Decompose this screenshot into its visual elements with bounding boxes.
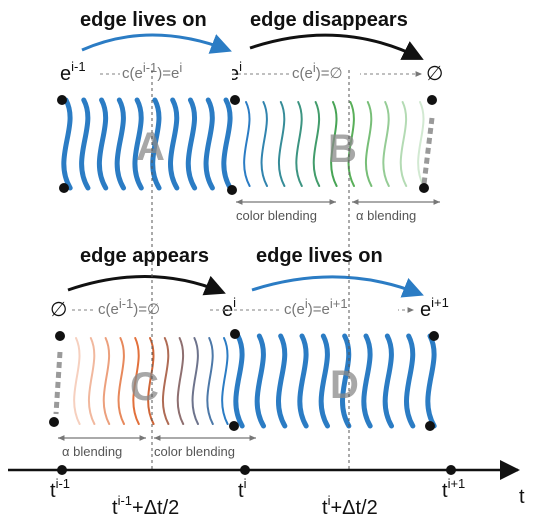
- endpoint-dot: [429, 331, 439, 341]
- time-axis-label: t: [519, 486, 525, 508]
- correspondence-top-left: c(ei-1)=ei: [122, 60, 182, 82]
- edge-curve: [132, 97, 144, 191]
- edge-curve: [117, 337, 125, 425]
- edge-curve: [132, 337, 140, 425]
- edge-curve: [191, 337, 199, 425]
- arrow-edge-disappears: [249, 33, 424, 60]
- endpoint-dot: [55, 331, 65, 341]
- edge-curve: [233, 333, 245, 429]
- edge-curve: [96, 97, 109, 191]
- region-label-c: C: [130, 365, 159, 409]
- tick-label: ti-1: [50, 476, 70, 502]
- edge-curve: [417, 101, 425, 187]
- node-bottom-left: ∅: [50, 299, 67, 321]
- edge-curve: [150, 97, 162, 191]
- edge-curves-region-c: [53, 337, 229, 425]
- time-tick-dot: [240, 465, 250, 475]
- edge-curves-region-b: [243, 101, 435, 187]
- edge-curve: [176, 337, 185, 425]
- edge-curve: [221, 97, 233, 191]
- label-edge-lives-on-top: edge lives on: [80, 9, 207, 31]
- edge-curve: [79, 97, 91, 191]
- arrow-edge-lives-on-top: [81, 33, 232, 54]
- edge-curve: [102, 337, 111, 425]
- edge-curve: [382, 333, 395, 429]
- edge-curve: [404, 333, 416, 429]
- edge-curve: [61, 97, 73, 191]
- correspondence-bottom-right: c(ei)=ei+1: [284, 296, 348, 318]
- arrow-edge-lives-on-bottom: [251, 275, 424, 298]
- edge-curve: [425, 333, 437, 429]
- edge-curve: [365, 101, 373, 187]
- tick-label: ti: [238, 476, 247, 502]
- node-bottom-mid: ei: [222, 295, 236, 321]
- region-label-d: D: [330, 363, 359, 407]
- edge-curve: [114, 97, 127, 191]
- edge-curves-region-a: [61, 97, 233, 191]
- edge-curve: [254, 333, 267, 429]
- endpoint-dot: [59, 183, 69, 193]
- endpoint-dot: [427, 95, 437, 105]
- edge-curve: [297, 333, 309, 429]
- correspondence-bottom-left: c(ei-1)=∅: [98, 296, 160, 318]
- label-color-blending-top: color blending: [236, 208, 317, 223]
- edge-curve: [87, 337, 96, 425]
- edge-curve: [278, 101, 286, 187]
- endpoint-dot: [425, 421, 435, 431]
- edge-curve: [347, 101, 355, 187]
- edge-curve: [382, 101, 390, 187]
- time-tick-dot: [57, 465, 67, 475]
- tick-label: ti-1+Δt/2: [112, 493, 179, 517]
- edge-curve: [295, 101, 303, 187]
- endpoint-dot: [227, 185, 237, 195]
- edge-curves-region-d: [233, 333, 437, 429]
- label-edge-appears: edge appears: [80, 245, 209, 267]
- label-color-blending-bottom: color blending: [154, 444, 235, 459]
- endpoint-dot: [230, 329, 240, 339]
- region-label-b: B: [328, 127, 357, 171]
- label-alpha-blending-bottom: α blending: [62, 444, 122, 459]
- edge-curve: [260, 101, 268, 187]
- edge-curve: [185, 97, 198, 191]
- time-tick-dot: [446, 465, 456, 475]
- arrow-edge-appears: [67, 275, 226, 296]
- label-edge-lives-on-bottom: edge lives on: [256, 245, 383, 267]
- endpoint-dot: [49, 417, 59, 427]
- endpoint-dot: [57, 95, 67, 105]
- edge-curve: [243, 101, 251, 187]
- endpoint-dot: [230, 95, 240, 105]
- edge-curve: [221, 337, 229, 425]
- edge-curve: [330, 101, 338, 187]
- node-top-right: ∅: [426, 63, 443, 85]
- label-edge-disappears: edge disappears: [250, 9, 408, 31]
- node-top-left: ei-1: [60, 59, 86, 85]
- edge-curve: [318, 333, 331, 429]
- edge-curve: [73, 337, 81, 425]
- label-alpha-blending-top: α blending: [356, 208, 416, 223]
- edge-curve: [147, 337, 155, 425]
- endpoint-dot: [229, 421, 239, 431]
- edge-curve: [168, 97, 180, 191]
- vanished-edge-dashed: [421, 117, 435, 185]
- edge-curve: [340, 333, 352, 429]
- edge-curve: [206, 337, 214, 425]
- appearing-edge-dashed: [53, 351, 63, 415]
- correspondence-top-right: c(ei)=∅: [292, 60, 343, 82]
- endpoint-dot: [419, 183, 429, 193]
- edge-curve: [276, 333, 288, 429]
- edge-curve: [361, 333, 373, 429]
- region-label-a: A: [136, 125, 165, 169]
- edge-curve: [399, 101, 408, 187]
- edge-curve: [161, 337, 170, 425]
- tick-label: ti+Δt/2: [322, 493, 378, 517]
- tick-label: ti+1: [442, 476, 465, 502]
- edge-curve: [312, 101, 321, 187]
- node-bottom-right: ei+1: [420, 295, 449, 321]
- edge-curve: [203, 97, 215, 191]
